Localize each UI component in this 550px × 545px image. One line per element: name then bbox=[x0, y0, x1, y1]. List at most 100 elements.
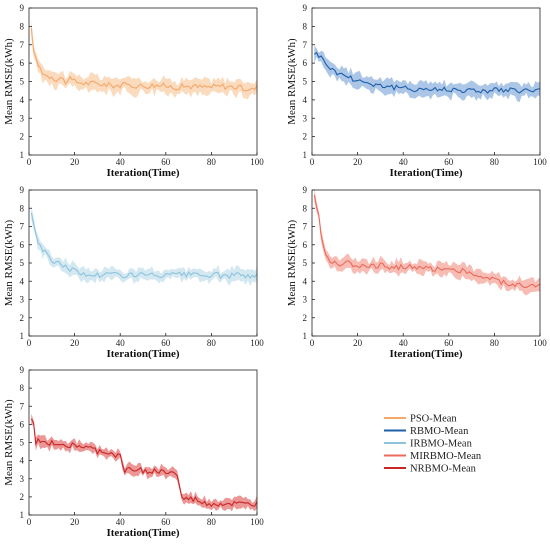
x-tick-label: 40 bbox=[116, 157, 126, 167]
y-tick-label: 5 bbox=[303, 258, 308, 268]
x-axis-label: Iteration(Time) bbox=[389, 167, 462, 179]
x-tick-label: 60 bbox=[161, 517, 171, 527]
x-tick-label: 20 bbox=[70, 517, 80, 527]
x-axis-label: Iteration(Time) bbox=[106, 167, 179, 179]
y-tick-label: 4 bbox=[20, 276, 25, 286]
series-band-3 bbox=[31, 205, 257, 287]
y-axis-label: Mean RMSE(kWh) bbox=[3, 38, 15, 125]
series-band-5 bbox=[31, 413, 257, 512]
x-tick-label: 20 bbox=[70, 157, 80, 167]
x-tick-label: 20 bbox=[70, 338, 80, 348]
y-tick-label: 7 bbox=[303, 40, 308, 50]
x-tick-label: 80 bbox=[207, 157, 217, 167]
y-axis-label: Mean RMSE(kWh) bbox=[286, 219, 298, 306]
x-tick-label: 80 bbox=[207, 338, 217, 348]
series-line-4 bbox=[313, 194, 541, 288]
y-tick-label: 4 bbox=[303, 95, 308, 105]
x-tick-label: 60 bbox=[161, 157, 171, 167]
y-tick-label: 2 bbox=[20, 132, 25, 142]
y-tick-label: 3 bbox=[20, 474, 25, 484]
y-tick-label: 5 bbox=[20, 77, 25, 87]
x-tick-label: 20 bbox=[353, 157, 363, 167]
y-tick-label: 2 bbox=[20, 492, 25, 502]
x-tick-label: 80 bbox=[207, 517, 217, 527]
y-tick-label: 8 bbox=[303, 21, 308, 31]
series-line-5 bbox=[30, 418, 258, 508]
y-tick-label: 6 bbox=[20, 419, 25, 429]
legend-label: NRBMO-Mean bbox=[410, 464, 477, 475]
x-tick-label: 60 bbox=[444, 157, 454, 167]
x-tick-label: 100 bbox=[250, 157, 264, 167]
x-tick-label: 0 bbox=[310, 338, 315, 348]
x-tick-label: 100 bbox=[533, 157, 547, 167]
y-tick-label: 3 bbox=[303, 295, 308, 305]
x-tick-label: 80 bbox=[490, 157, 500, 167]
series-band-4 bbox=[314, 188, 540, 296]
y-tick-label: 4 bbox=[20, 95, 25, 105]
y-tick-label: 3 bbox=[20, 113, 25, 123]
x-axis-label: Iteration(Time) bbox=[389, 348, 462, 360]
y-tick-label: 6 bbox=[20, 58, 25, 68]
x-tick-label: 0 bbox=[27, 517, 32, 527]
y-tick-label: 2 bbox=[303, 313, 308, 323]
series-line-3 bbox=[30, 212, 258, 280]
y-tick-label: 8 bbox=[20, 203, 25, 213]
y-tick-label: 5 bbox=[20, 258, 25, 268]
chart-panel-2: 0 20 40 60 80 100 1 2 3 4 5 6 7 8 9 Iteration(Time) Mean… bbox=[286, 3, 547, 179]
y-tick-label: 6 bbox=[20, 240, 25, 250]
x-tick-label: 80 bbox=[490, 338, 500, 348]
y-tick-label: 9 bbox=[303, 185, 308, 195]
y-axis-label: Mean RMSE(kWh) bbox=[3, 399, 15, 486]
y-tick-label: 5 bbox=[20, 438, 25, 448]
x-tick-label: 20 bbox=[353, 338, 363, 348]
x-tick-label: 40 bbox=[399, 338, 409, 348]
y-tick-label: 7 bbox=[303, 222, 308, 232]
series-band-2 bbox=[314, 45, 540, 103]
y-tick-label: 8 bbox=[20, 383, 25, 393]
chart-panel-1: 0 20 40 60 80 100 1 2 3 4 5 6 7 8 9 Iteration(Time) Mean… bbox=[3, 3, 264, 179]
chart-panel-4: 0 20 40 60 80 100 1 2 3 4 5 6 7 8 9 Iteration(Time) Mean… bbox=[286, 185, 547, 360]
y-tick-label: 2 bbox=[20, 313, 25, 323]
legend-label: MIRBMO-Mean bbox=[410, 451, 482, 462]
x-tick-label: 100 bbox=[533, 338, 547, 348]
y-tick-label: 1 bbox=[20, 331, 25, 341]
y-axis-label: Mean RMSE(kWh) bbox=[286, 38, 298, 125]
chart-panel-3: 0 20 40 60 80 100 1 2 3 4 5 6 7 8 9 Iteration(Time) Mean… bbox=[3, 185, 264, 360]
series-band-1 bbox=[31, 18, 257, 100]
legend-label: IRBMO-Mean bbox=[410, 439, 473, 450]
x-tick-label: 60 bbox=[444, 338, 454, 348]
x-tick-label: 0 bbox=[27, 157, 32, 167]
y-tick-label: 3 bbox=[20, 295, 25, 305]
x-axis-label: Iteration(Time) bbox=[106, 348, 179, 360]
y-tick-label: 4 bbox=[303, 276, 308, 286]
y-tick-label: 9 bbox=[20, 185, 25, 195]
x-tick-label: 0 bbox=[27, 338, 32, 348]
x-tick-label: 60 bbox=[161, 338, 171, 348]
y-tick-label: 1 bbox=[20, 510, 25, 520]
x-tick-label: 100 bbox=[250, 338, 264, 348]
y-axis-label: Mean RMSE(kWh) bbox=[3, 219, 15, 306]
series-line-1 bbox=[30, 27, 258, 92]
x-tick-label: 40 bbox=[399, 157, 409, 167]
series-line-2 bbox=[313, 51, 541, 94]
y-tick-label: 8 bbox=[20, 21, 25, 31]
y-tick-label: 5 bbox=[303, 77, 308, 87]
y-tick-label: 1 bbox=[303, 150, 308, 160]
x-tick-label: 40 bbox=[116, 338, 126, 348]
x-tick-label: 0 bbox=[310, 157, 315, 167]
y-tick-label: 7 bbox=[20, 401, 25, 411]
y-tick-label: 7 bbox=[20, 40, 25, 50]
legend-label: PSO-Mean bbox=[410, 414, 457, 425]
y-tick-label: 3 bbox=[303, 113, 308, 123]
y-tick-label: 4 bbox=[20, 456, 25, 466]
chart-panel-5: 0 20 40 60 80 100 1 2 3 4 5 6 7 8 9 Iteration(Time) Mean… bbox=[3, 365, 264, 539]
y-tick-label: 8 bbox=[303, 203, 308, 213]
y-tick-label: 1 bbox=[303, 331, 308, 341]
y-tick-label: 6 bbox=[303, 58, 308, 68]
y-tick-label: 9 bbox=[303, 3, 308, 13]
y-tick-label: 7 bbox=[20, 222, 25, 232]
y-tick-label: 2 bbox=[303, 132, 308, 142]
y-tick-label: 9 bbox=[20, 3, 25, 13]
